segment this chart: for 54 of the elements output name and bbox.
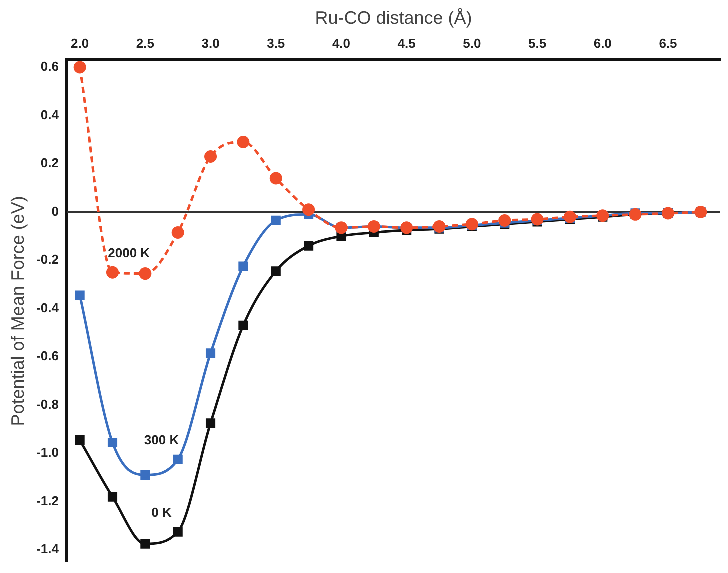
point bbox=[237, 136, 250, 149]
point bbox=[564, 210, 576, 224]
y-tick-label: -0.4 bbox=[36, 300, 60, 316]
point bbox=[173, 527, 183, 537]
point bbox=[106, 266, 119, 279]
point bbox=[173, 454, 183, 464]
point bbox=[302, 204, 316, 216]
point bbox=[271, 266, 281, 276]
point bbox=[74, 61, 86, 74]
point bbox=[433, 220, 446, 233]
point bbox=[206, 418, 216, 428]
y-tick-label: -0.2 bbox=[36, 252, 59, 268]
x-tick-label: 4.0 bbox=[332, 36, 351, 51]
series-label: 0 K bbox=[152, 505, 172, 520]
y-tick-label: 0 bbox=[52, 204, 59, 219]
x-tick-label: 3.5 bbox=[267, 36, 286, 51]
point bbox=[140, 539, 150, 549]
x-axis-title: Ru-CO distance (Å) bbox=[315, 8, 472, 28]
point bbox=[108, 438, 118, 448]
point bbox=[206, 348, 216, 358]
x-tick-label: 5.0 bbox=[463, 36, 482, 51]
y-tick-label: 0.6 bbox=[40, 59, 59, 74]
x-tick-label: 5.5 bbox=[528, 36, 547, 51]
x-tick-label: 2.5 bbox=[136, 36, 154, 51]
y-tick-label: 0.4 bbox=[40, 107, 60, 122]
x-tick-label: 2.0 bbox=[71, 36, 90, 51]
point bbox=[498, 214, 512, 227]
point bbox=[466, 218, 478, 231]
point bbox=[531, 213, 544, 226]
point bbox=[139, 268, 152, 280]
point bbox=[108, 492, 118, 502]
y-tick-label: -1.0 bbox=[36, 445, 59, 460]
point bbox=[238, 262, 248, 272]
point bbox=[270, 172, 282, 185]
x-tick-label: 3.0 bbox=[202, 36, 220, 51]
point bbox=[238, 320, 248, 330]
point bbox=[172, 226, 184, 240]
point bbox=[304, 241, 314, 251]
y-tick-label: -0.6 bbox=[36, 348, 59, 364]
point bbox=[140, 470, 150, 480]
point bbox=[204, 150, 218, 163]
point bbox=[271, 216, 281, 226]
point bbox=[75, 290, 85, 300]
y-tick-label: -1.2 bbox=[36, 493, 59, 508]
x-tick-label: 6.0 bbox=[594, 36, 612, 51]
series-label: 300 K bbox=[144, 432, 180, 448]
x-tick-label: 6.5 bbox=[659, 36, 678, 51]
y-tick-label: -1.4 bbox=[36, 542, 60, 557]
y-tick-label: -0.8 bbox=[36, 396, 59, 412]
y-axis-title: Potential of Mean Force (eV) bbox=[8, 196, 28, 426]
series-label: 2000 K bbox=[108, 246, 151, 261]
y-tick-label: 0.2 bbox=[40, 156, 59, 171]
point bbox=[75, 436, 85, 446]
x-tick-label: 4.5 bbox=[398, 36, 416, 51]
